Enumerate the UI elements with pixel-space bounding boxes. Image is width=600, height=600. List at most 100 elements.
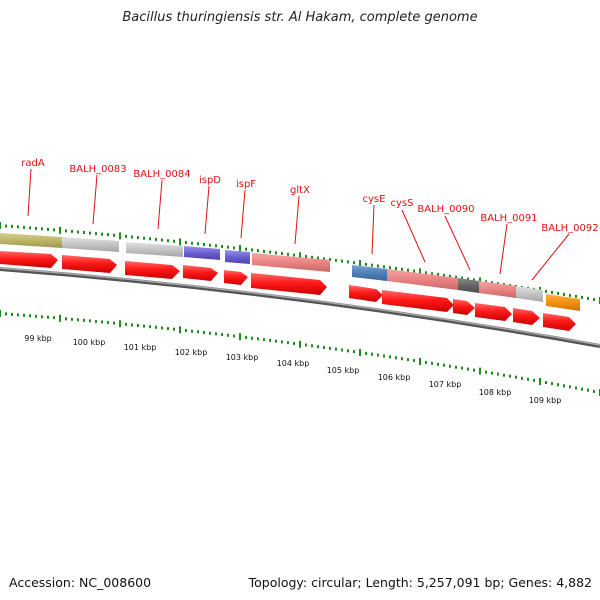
gene-label: cysS bbox=[391, 198, 414, 209]
minor-tick bbox=[5, 312, 7, 316]
minor-tick bbox=[293, 342, 295, 345]
minor-tick bbox=[47, 227, 49, 231]
minor-tick bbox=[275, 251, 277, 255]
major-tick bbox=[359, 349, 361, 356]
leader-line bbox=[92, 174, 98, 225]
major-tick bbox=[239, 333, 241, 341]
leader-line bbox=[157, 179, 163, 230]
minor-tick bbox=[227, 333, 229, 337]
feature-block bbox=[479, 281, 516, 298]
major-tick bbox=[0, 310, 1, 317]
minor-tick bbox=[287, 252, 289, 256]
minor-tick bbox=[311, 344, 313, 348]
minor-tick bbox=[389, 355, 391, 359]
gene-label: BALH_0083 bbox=[69, 164, 126, 175]
scale-label: 109 kbp bbox=[529, 396, 562, 405]
minor-tick bbox=[203, 243, 205, 246]
major-tick bbox=[299, 252, 301, 260]
leader-line bbox=[371, 204, 375, 255]
major-tick bbox=[119, 232, 121, 240]
minor-tick bbox=[83, 231, 85, 234]
minor-tick bbox=[425, 271, 427, 275]
leader-line bbox=[294, 195, 300, 245]
minor-tick bbox=[257, 249, 259, 253]
minor-tick bbox=[431, 361, 433, 365]
minor-tick bbox=[35, 226, 37, 230]
scale-label: 108 kbp bbox=[479, 388, 512, 397]
gene-arrow bbox=[349, 285, 383, 302]
gene-label: BALH_0092 bbox=[541, 223, 598, 234]
accession-label: Accession: NC_008600 bbox=[9, 575, 152, 590]
gene-arrow bbox=[475, 303, 512, 321]
minor-tick bbox=[497, 372, 499, 376]
minor-tick bbox=[329, 258, 331, 262]
minor-tick bbox=[461, 366, 463, 370]
minor-tick bbox=[443, 363, 445, 367]
minor-tick bbox=[131, 323, 133, 327]
gene-arrow bbox=[224, 270, 248, 285]
minor-tick bbox=[383, 265, 385, 269]
minor-tick bbox=[347, 349, 349, 353]
minor-tick bbox=[455, 275, 457, 279]
minor-tick bbox=[185, 329, 187, 332]
minor-tick bbox=[527, 377, 529, 381]
minor-tick bbox=[149, 237, 151, 241]
minor-tick bbox=[197, 242, 199, 246]
leader-line bbox=[401, 209, 426, 263]
minor-tick bbox=[227, 245, 229, 249]
minor-tick bbox=[191, 241, 193, 245]
minor-tick bbox=[449, 274, 451, 278]
minor-tick bbox=[431, 272, 433, 276]
minor-tick bbox=[89, 319, 91, 323]
minor-tick bbox=[305, 343, 307, 347]
minor-tick bbox=[107, 233, 109, 237]
minor-tick bbox=[35, 314, 37, 318]
minor-tick bbox=[557, 383, 559, 387]
minor-tick bbox=[377, 353, 379, 357]
minor-tick bbox=[95, 232, 97, 236]
minor-tick bbox=[257, 337, 259, 341]
minor-tick bbox=[335, 347, 337, 351]
minor-tick bbox=[29, 314, 31, 318]
minor-tick bbox=[101, 320, 103, 324]
minor-tick bbox=[161, 326, 163, 330]
leader-line bbox=[444, 215, 471, 271]
minor-tick bbox=[215, 244, 217, 248]
minor-tick bbox=[143, 324, 145, 328]
map-title: Bacillus thuringiensis str. Al Hakam, co… bbox=[122, 10, 478, 25]
minor-tick bbox=[473, 278, 475, 282]
leader-line bbox=[499, 223, 508, 275]
minor-tick bbox=[167, 327, 169, 331]
minor-tick bbox=[287, 341, 289, 345]
major-tick bbox=[479, 367, 481, 375]
minor-tick bbox=[161, 238, 163, 242]
minor-tick bbox=[203, 331, 205, 334]
scale-label: 101 kbp bbox=[124, 343, 157, 352]
gene-arrow-track bbox=[0, 251, 576, 331]
minor-tick bbox=[569, 385, 571, 389]
feature-block bbox=[546, 294, 580, 311]
minor-tick bbox=[5, 224, 7, 228]
minor-tick bbox=[29, 226, 31, 230]
scale-label: 105 kbp bbox=[327, 366, 360, 375]
scale-label: 99 kbp bbox=[24, 334, 52, 343]
minor-tick bbox=[587, 388, 589, 392]
minor-tick bbox=[83, 318, 85, 322]
minor-tick bbox=[323, 257, 325, 261]
minor-tick bbox=[563, 384, 565, 388]
minor-tick bbox=[545, 381, 547, 384]
feature-block bbox=[225, 250, 250, 264]
gene-label: ispF bbox=[236, 179, 256, 190]
leader-line bbox=[240, 189, 246, 239]
feature-block bbox=[184, 246, 220, 260]
minor-tick bbox=[569, 293, 571, 297]
minor-tick bbox=[509, 374, 511, 378]
minor-tick bbox=[371, 352, 373, 356]
feature-block bbox=[252, 253, 330, 272]
gene-label: ispD bbox=[199, 175, 221, 186]
gene-label: BALH_0084 bbox=[133, 169, 190, 180]
backbone bbox=[0, 267, 600, 348]
scale-label: 100 kbp bbox=[73, 338, 106, 347]
leader-line bbox=[204, 185, 210, 235]
